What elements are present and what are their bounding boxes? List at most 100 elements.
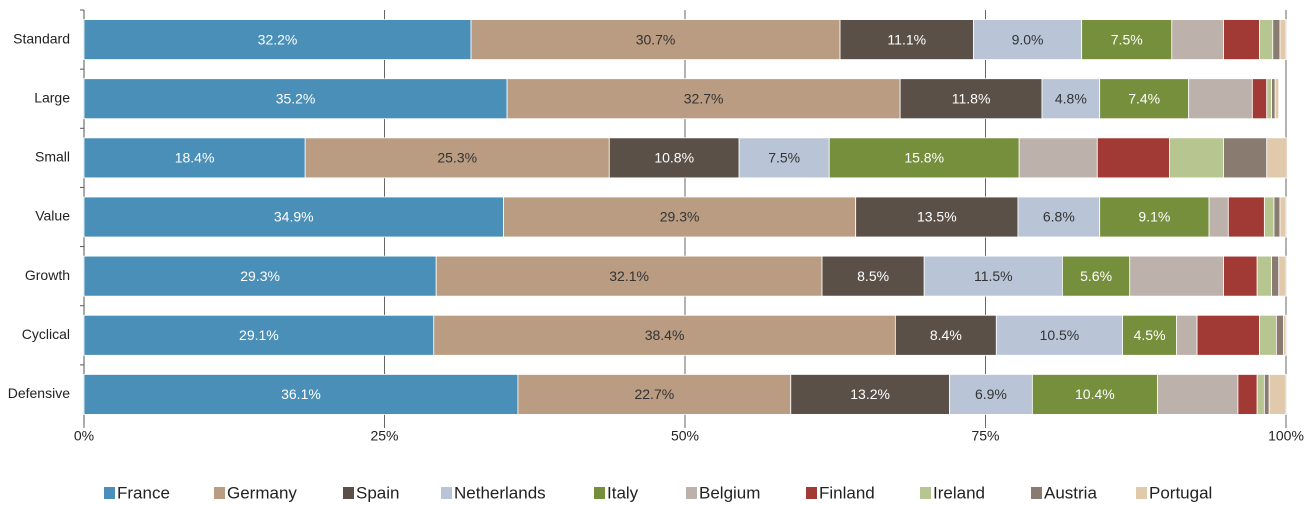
legend-label: Finland [819,483,875,502]
bar-segment [1279,19,1287,60]
bar-segment [1279,196,1287,238]
bar-segment [1176,314,1198,356]
data-label: 35.2% [276,90,316,106]
data-label: 29.1% [239,327,279,343]
bar-segment [83,196,504,238]
bar-segment [506,78,901,120]
x-tick-label: 0% [74,428,94,444]
bar-segment [1272,19,1281,60]
legend-swatch [920,487,931,499]
bar-segment [83,137,306,179]
data-label: 11.1% [887,31,926,47]
bar-segment [1223,255,1258,297]
bar-segment [1041,78,1101,120]
bar-segment [1129,255,1224,297]
bar-segment [83,78,508,120]
x-tick-label: 75% [971,428,999,444]
data-label: 4.8% [1055,90,1087,106]
data-label: 29.3% [240,268,280,284]
bar-segment [608,137,740,179]
bar-segment [949,374,1033,415]
bar-segment [1156,374,1239,415]
bar-segment [1227,196,1265,238]
legend-label: Belgium [699,483,760,502]
data-label: 34.9% [274,209,314,225]
data-label: 10.8% [654,150,694,166]
bar-segment [1266,137,1288,179]
data-label: 5.6% [1080,268,1112,284]
data-label: 30.7% [636,31,676,47]
bar-segment [828,137,1020,179]
legend-label: Italy [607,483,639,502]
data-label: 13.5% [917,209,957,225]
x-tick-label: 100% [1268,428,1304,444]
bar-segment [1081,19,1173,60]
legend-label: Ireland [933,483,985,502]
data-label: 8.4% [930,327,962,343]
data-label: 18.4% [175,150,215,166]
data-label: 32.7% [684,90,724,106]
bar-segment [83,255,437,297]
bar-segment [790,374,950,415]
bar-segment [1171,19,1224,60]
data-label: 32.1% [609,268,649,284]
data-label: 38.4% [645,327,685,343]
bar-segment [839,19,974,60]
bar-segment [1268,374,1287,415]
bar-segment [1283,314,1287,356]
bar-segment [1274,78,1280,120]
bar-segment [83,314,435,356]
legend-swatch [104,487,115,499]
bar-segment [1237,374,1258,415]
y-tick-label: Large [34,89,70,105]
y-tick-label: Standard [13,30,70,46]
data-label: 36.1% [281,386,321,402]
legend-swatch [343,487,354,499]
data-label: 22.7% [634,386,674,402]
bar-segment [304,137,610,179]
bar-segment [1256,255,1272,297]
legend-label: Austria [1044,483,1097,502]
data-label: 11.8% [952,90,991,106]
bar-segment [973,19,1083,60]
bar-segment [83,19,472,60]
bar-segment [1223,137,1268,179]
legend-swatch [806,487,817,499]
data-label: 7.5% [768,150,800,166]
bar-segment [894,314,997,356]
bar-segment [1122,314,1178,356]
data-label: 32.2% [258,31,298,47]
bar-segment [1169,137,1224,179]
bar-segment [470,19,841,60]
bar-segment [83,374,519,415]
data-label: 29.3% [660,209,700,225]
legend-label: Portugal [1149,483,1212,502]
bar-segment [1018,137,1098,179]
legend-swatch [214,487,225,499]
y-tick-label: Defensive [8,385,70,401]
bar-segment [738,137,830,179]
bar-segment [1273,196,1281,238]
legend-swatch [441,487,452,499]
data-label: 25.3% [437,150,477,166]
data-label: 9.0% [1012,31,1044,47]
y-tick-label: Small [35,149,70,165]
data-label: 6.8% [1043,209,1075,225]
bar-segment [1263,374,1270,415]
data-label: 8.5% [857,268,889,284]
y-tick-label: Growth [25,267,70,283]
legend-label: France [117,483,170,502]
y-tick-label: Cyclical [22,326,70,342]
bar-segment [1271,78,1276,120]
legend-swatch [686,487,697,499]
bar-segment [1099,78,1190,120]
bar-segment [1259,19,1274,60]
data-label: 10.4% [1075,386,1115,402]
legend-label: Germany [227,483,297,502]
data-label: 11.5% [974,268,1013,284]
bar-segment [1188,78,1253,120]
data-label: 9.1% [1138,209,1170,225]
bar-segment [923,255,1063,297]
bar-segment [1196,314,1260,356]
